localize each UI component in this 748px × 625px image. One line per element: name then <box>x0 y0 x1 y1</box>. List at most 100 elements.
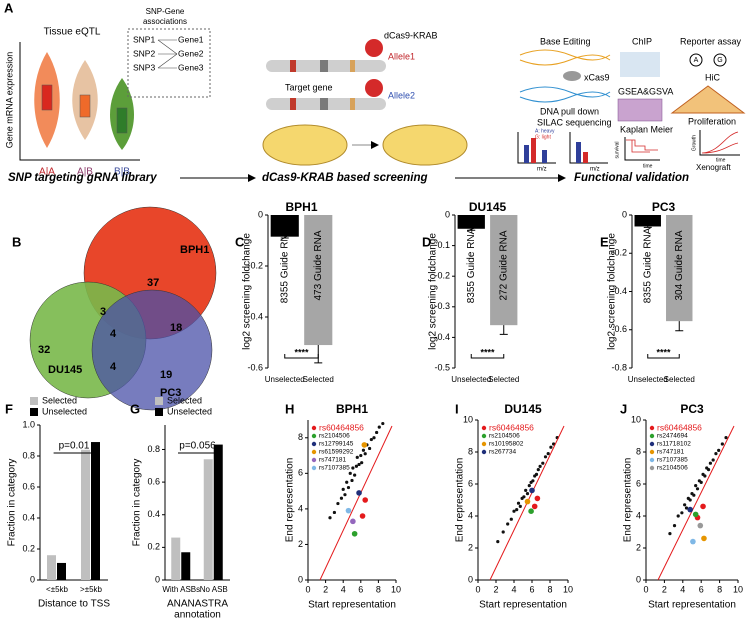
y-tick-label: 0 <box>468 574 473 584</box>
highlight-point <box>356 490 362 496</box>
bar <box>304 215 333 346</box>
highlight-point <box>361 442 368 448</box>
y-tick-label: -0.1 <box>434 240 450 250</box>
x-tick-label: >±5kb <box>80 585 103 594</box>
point <box>680 511 684 515</box>
bar <box>81 449 90 580</box>
band <box>350 98 355 110</box>
y-tick-label: -0.6 <box>611 324 627 334</box>
legend-marker <box>481 433 487 439</box>
point <box>703 474 707 478</box>
label: survival <box>614 142 620 159</box>
genotype: B|B <box>114 167 130 178</box>
y-tick-label: 6 <box>468 478 473 488</box>
x-tick-label: Unselected <box>265 375 305 384</box>
bar <box>181 552 191 580</box>
label: SILAC sequencing <box>537 117 612 127</box>
y-tick-label: 2 <box>636 542 641 552</box>
mini-bar <box>542 150 547 163</box>
legend-marker <box>481 425 487 431</box>
km-curve <box>626 139 658 153</box>
axes <box>19 42 140 161</box>
highlight-point <box>534 495 541 502</box>
legend-marker <box>481 441 487 447</box>
region-count: 3 <box>100 306 106 318</box>
highlight-point <box>524 498 531 505</box>
bar-label: 304 Guide RNA <box>674 230 685 300</box>
panel-label: I <box>455 401 459 416</box>
x-tick-label: 8 <box>717 584 722 594</box>
x-tick-label: Selected <box>303 375 334 384</box>
y-tick-label: 0 <box>30 574 35 584</box>
y-tick-label: 8 <box>298 432 303 442</box>
panel-label: B <box>12 234 21 249</box>
point <box>341 487 345 491</box>
highlight-point <box>351 530 358 537</box>
region-count: 19 <box>160 369 172 381</box>
region-count: 4 <box>110 328 117 340</box>
legend-swatch <box>155 408 163 416</box>
legend-label: rs11718102 <box>657 441 691 448</box>
genotype: A|A <box>39 167 55 178</box>
step-title: dCas9-KRAB based screening <box>262 172 428 184</box>
point <box>377 425 381 429</box>
panel-label: C <box>235 234 245 249</box>
point <box>357 462 361 467</box>
y-label: Gene mRNA expression <box>4 52 14 149</box>
bar <box>490 215 518 326</box>
x-tick-label: 4 <box>680 584 685 594</box>
legend-swatch <box>30 408 38 416</box>
point <box>688 498 692 502</box>
legend-label: rs2104506 <box>319 433 350 440</box>
highlight-point <box>692 511 699 518</box>
y-tick-label: -0.8 <box>611 362 627 372</box>
x-tick-label: 6 <box>529 584 534 594</box>
gene: Gene2 <box>178 48 204 58</box>
point <box>515 508 519 512</box>
x-tick-label: 6 <box>358 584 363 594</box>
y-tick-label: -0.3 <box>434 301 450 311</box>
point <box>516 501 521 505</box>
point <box>534 472 539 476</box>
point <box>724 436 728 440</box>
y-tick-label: 2 <box>468 542 473 552</box>
chart-title: PC3 <box>652 200 676 214</box>
region-count: 32 <box>38 344 50 356</box>
point <box>509 517 513 521</box>
error-bar <box>643 226 652 228</box>
chart-title: DU145 <box>469 200 507 214</box>
annotation: p=0.01 <box>59 441 90 452</box>
y-tick-label: 0.4 <box>147 509 160 519</box>
y-tick-label: 6 <box>636 478 641 488</box>
panel-label: H <box>285 401 294 416</box>
panel-label: E <box>600 234 609 249</box>
genotype: A|B <box>77 167 93 178</box>
band <box>320 98 328 110</box>
set-label: BPH1 <box>180 244 209 256</box>
panel-label: G <box>130 401 140 416</box>
highlight-point <box>350 518 356 525</box>
snp: SNP2 <box>133 48 155 58</box>
y-tick-label: 0.4 <box>22 512 35 522</box>
violin-title: Tissue eQTL <box>44 27 101 38</box>
snp: SNP1 <box>133 34 155 44</box>
snp: SNP3 <box>133 62 155 72</box>
dna <box>519 86 611 103</box>
label: Xenograft <box>696 163 731 172</box>
gene: Gene1 <box>178 34 204 44</box>
legend-marker <box>311 465 317 471</box>
point <box>363 452 367 456</box>
legend-marker <box>649 441 655 447</box>
point <box>343 493 347 497</box>
y-axis-label: End representation <box>285 458 296 543</box>
error-bar <box>467 228 476 231</box>
significance: **** <box>294 347 309 357</box>
panel-label: F <box>5 401 13 416</box>
y-tick-label: 4 <box>468 510 473 520</box>
y-tick-label: 0.6 <box>147 476 160 486</box>
point <box>501 530 505 534</box>
x-tick-label: Selected <box>664 375 695 384</box>
chip-icon <box>620 52 660 77</box>
legend-marker <box>649 425 655 431</box>
x-tick-label: <±5kb <box>46 585 69 594</box>
